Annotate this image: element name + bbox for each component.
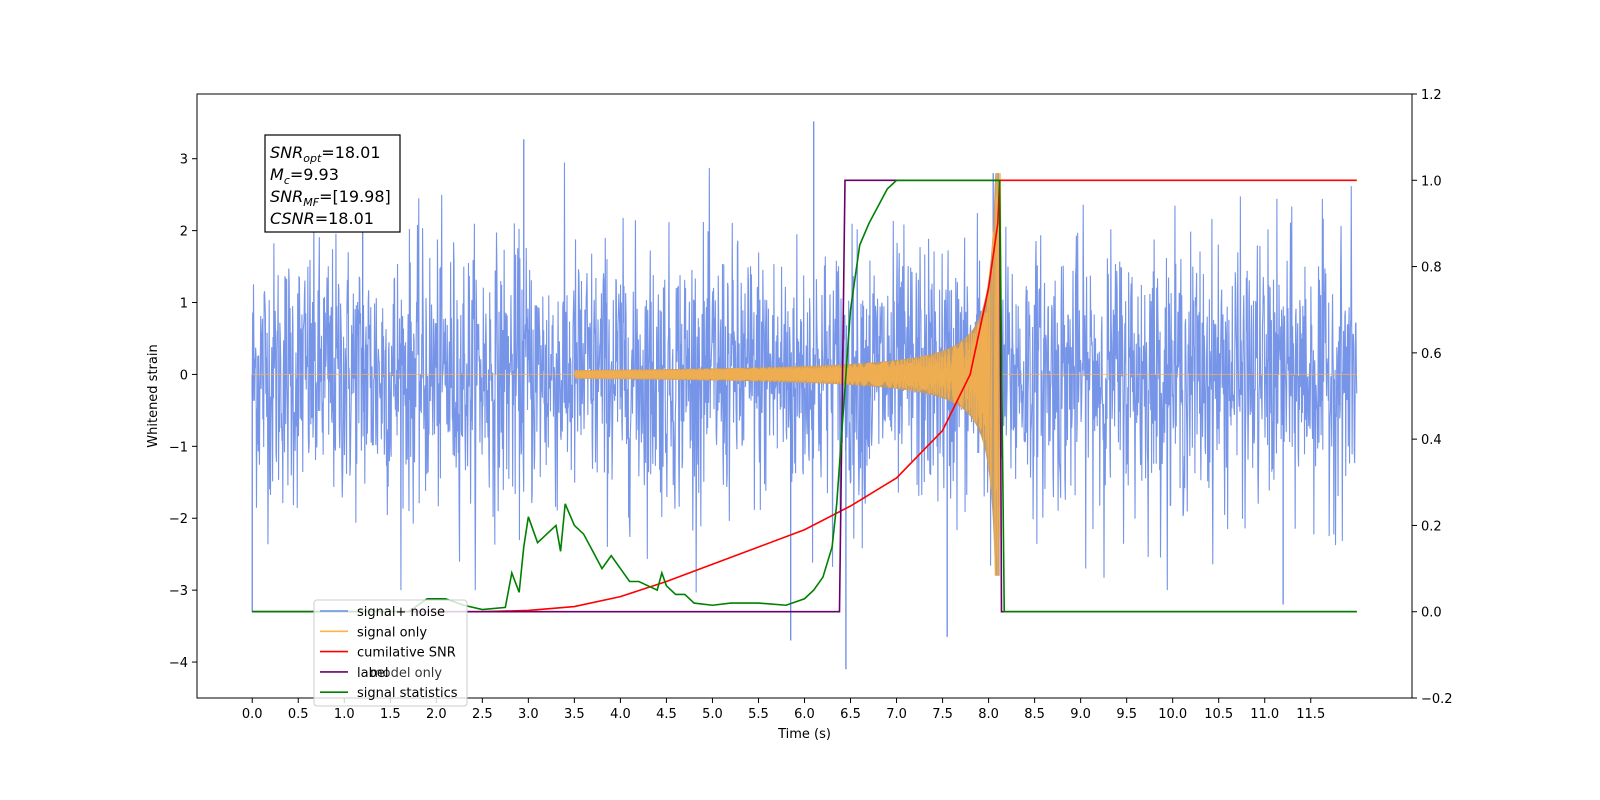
legend: signal+ noise signal only cumilative SNR la…	[313, 599, 468, 707]
y-tick-label: −2	[169, 512, 188, 527]
legend-label: signal+ noise	[357, 605, 445, 620]
snr-annotation-box: SNRopt=18.01Mc=9.93SNRMF=[19.98]CSNR=18.…	[264, 134, 401, 233]
annotation-subscript: opt	[303, 152, 322, 165]
annotation-symbol: SNR	[270, 187, 303, 206]
y-tick-label: 3	[180, 153, 188, 168]
x-tick-label: 4.0	[610, 707, 631, 722]
y-right-tick-label: 0.4	[1421, 433, 1442, 448]
x-tick-label: 3.0	[518, 707, 539, 722]
x-tick-label: 8.5	[1024, 707, 1045, 722]
y-tick-label: −3	[169, 584, 188, 599]
y-tick-label: −1	[169, 440, 188, 455]
series-cumilative-snr-line	[252, 179, 1357, 613]
series-signal-noise-line	[251, 162, 1358, 593]
x-tick-label: 5.5	[748, 707, 769, 722]
x-tick-label: 8.0	[978, 707, 999, 722]
x-tick-label: 1.0	[334, 707, 355, 722]
plot-area	[251, 121, 1358, 670]
legend-frame	[313, 599, 468, 707]
x-tick-label: 9.0	[1070, 707, 1091, 722]
annotation-subscript: c	[284, 174, 290, 187]
x-axis-label: Time (s)	[777, 727, 831, 742]
legend-label: cumilative SNR	[357, 646, 456, 661]
legend-label: label	[357, 666, 388, 681]
annotation-line: Mc=9.93	[270, 165, 339, 187]
annotation-value: =[19.98]	[319, 187, 391, 206]
x-tick-label: 6.0	[794, 707, 815, 722]
y-right-tick-label: 0.6	[1421, 347, 1442, 362]
x-tick-label: 5.0	[702, 707, 723, 722]
y-right-tick-label: 0.8	[1421, 261, 1442, 276]
x-tick-label: 10.5	[1204, 707, 1233, 722]
annotation-value: =18.01	[315, 209, 374, 228]
y-right-tick-label: −0.2	[1421, 692, 1453, 707]
y-tick-label: 1	[180, 297, 188, 312]
x-tick-label: 7.0	[886, 707, 907, 722]
series-signal-statistics-line	[252, 179, 1357, 613]
x-tick-label: 3.5	[564, 707, 585, 722]
y-right-tick-label: 0.2	[1421, 519, 1442, 534]
x-tick-label: 10.0	[1158, 707, 1187, 722]
x-tick-label: 0.0	[242, 707, 263, 722]
x-tick-label: 0.5	[288, 707, 309, 722]
x-tick-label: 4.5	[656, 707, 677, 722]
y-tick-label: 0	[180, 368, 188, 383]
x-tick-label: 11.5	[1296, 707, 1325, 722]
legend-label: signal statistics	[357, 686, 458, 701]
x-tick-label: 7.5	[932, 707, 953, 722]
x-tick-label: 2.5	[472, 707, 493, 722]
x-axis-ticks: 0.0 0.5 1.0 1.5 2.0 2.5 3.0 3.5 4.0 4.5 5.0 5.5 6.0 6…	[242, 698, 1325, 722]
y-tick-label: 2	[180, 225, 188, 240]
y-tick-label: −4	[169, 656, 188, 671]
series-signal-only-line	[252, 173, 1357, 576]
annotation-value: =9.93	[290, 165, 339, 184]
x-tick-label: 11.0	[1250, 707, 1279, 722]
annotation-frame	[264, 134, 401, 233]
annotation-line: CSNR=18.01	[270, 209, 374, 228]
y-right-tick-label: 1.0	[1421, 174, 1442, 189]
y-right-tick-label: 1.2	[1421, 88, 1442, 103]
annotation-line: SNRMF=[19.98]	[270, 187, 391, 209]
annotation-symbol: SNR	[270, 143, 303, 162]
x-tick-label: 1.5	[380, 707, 401, 722]
legend-ghost-label: model only	[370, 666, 442, 681]
y-right-axis-ticks: 1.2 1.0 0.8 0.6 0.4 0.2 0.0 −0.2	[1412, 88, 1453, 707]
annotation-subscript: MF	[303, 196, 319, 209]
y-axis-label: Whitened strain	[146, 344, 161, 447]
annotation-symbol: M	[270, 165, 284, 184]
x-tick-label: 9.5	[1116, 707, 1137, 722]
annotation-symbol: CSNR	[270, 209, 315, 228]
y-right-tick-label: 0.0	[1421, 606, 1442, 621]
legend-label: signal only	[357, 625, 427, 640]
annotation-value: =18.01	[321, 143, 380, 162]
x-tick-label: 6.5	[840, 707, 861, 722]
y-axis-ticks: 3 2 1 0 −1 −2 −3 −4	[169, 153, 197, 671]
x-tick-label: 2.0	[426, 707, 447, 722]
annotation-line: SNRopt=18.01	[270, 143, 381, 165]
